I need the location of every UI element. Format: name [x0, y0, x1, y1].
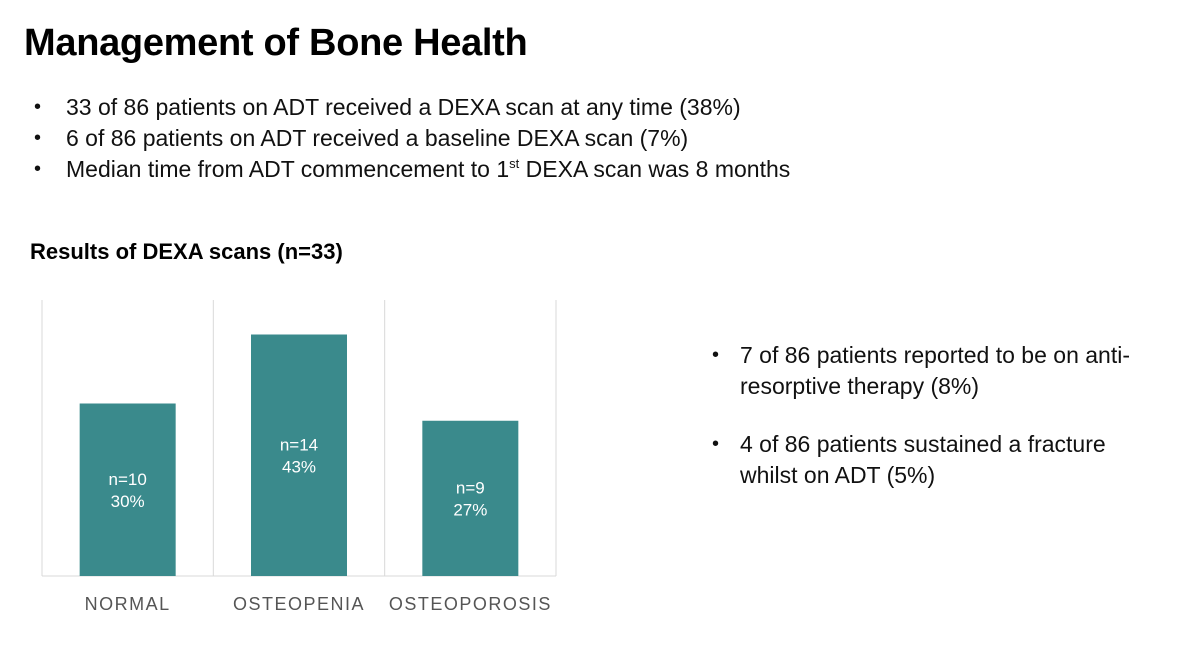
bullet-text: Median time from ADT commencement to 1 [66, 156, 510, 182]
data-label: 30% [111, 492, 145, 511]
bar [251, 334, 347, 576]
bullet-item: 4 of 86 patients sustained a fracture wh… [712, 429, 1132, 491]
slide-title: Management of Bone Health [24, 22, 528, 64]
chart-title: Results of DEXA scans (n=33) [30, 239, 343, 264]
bullet-superscript: st [509, 156, 520, 171]
bullet-item: Median time from ADT commencement to 1st… [34, 154, 790, 185]
data-label: 27% [453, 500, 487, 519]
bar [79, 403, 176, 576]
data-label: 43% [282, 457, 316, 476]
findings-bullets: 7 of 86 patients reported to be on anti-… [712, 340, 1132, 518]
category-label: NORMAL [85, 594, 171, 614]
data-label: n=14 [280, 435, 318, 454]
category-label: OSTEOPENIA [233, 594, 365, 614]
bullet-text: DEXA scan was 8 months [519, 156, 791, 182]
data-label: n=10 [109, 470, 147, 489]
bar [422, 420, 519, 576]
data-label: n=9 [456, 478, 485, 497]
bullet-item: 6 of 86 patients on ADT received a basel… [34, 123, 790, 154]
bullet-item: 33 of 86 patients on ADT received a DEXA… [34, 92, 790, 123]
summary-bullets: 33 of 86 patients on ADT received a DEXA… [34, 92, 790, 185]
bullet-item: 7 of 86 patients reported to be on anti-… [712, 340, 1132, 402]
category-label: OSTEOPOROSIS [389, 594, 552, 614]
